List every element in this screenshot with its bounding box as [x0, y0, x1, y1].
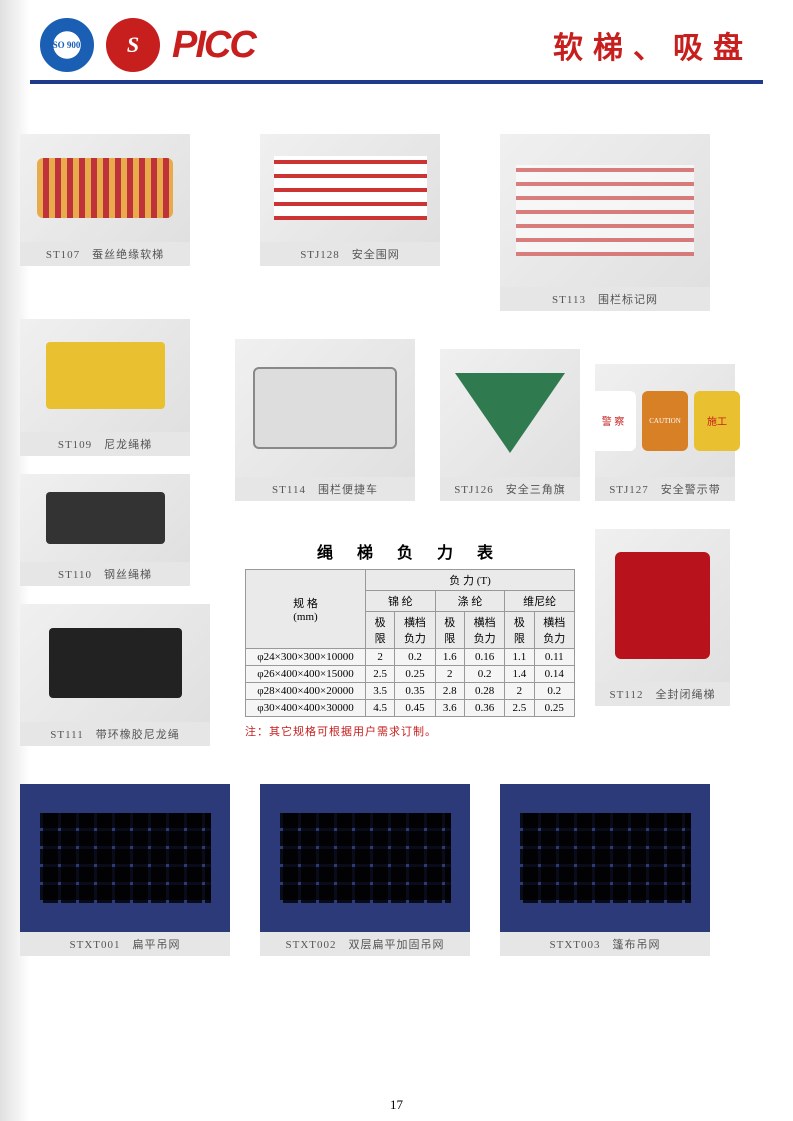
product-image: 警 察CAUTION施工 [595, 364, 735, 477]
picc-logo: PICC [172, 24, 255, 67]
td-spec: φ30×400×400×30000 [246, 700, 366, 717]
td-val: 0.16 [464, 649, 504, 666]
page-number: 17 [0, 1097, 793, 1113]
product-caption: ST114 围栏便捷车 [235, 477, 415, 501]
td-val: 4.5 [366, 700, 395, 717]
th-sub: 极 限 [366, 612, 395, 649]
td-val: 2 [366, 649, 395, 666]
product-image [595, 529, 730, 682]
product-caption: ST113 围栏标记网 [500, 287, 710, 311]
product-caption: ST111 带环橡胶尼龙绳 [20, 722, 210, 746]
product-st114: ST114 围栏便捷车 [235, 339, 415, 499]
table-title: 绳 梯 负 力 表 [245, 539, 575, 563]
th-sub: 极 限 [505, 612, 534, 649]
td-val: 0.2 [395, 649, 435, 666]
th-sub: 横档负力 [395, 612, 435, 649]
th-sub: 极 限 [435, 612, 464, 649]
product-caption: STXT002 双层扁平加固吊网 [260, 932, 470, 956]
td-val: 0.36 [464, 700, 504, 717]
td-val: 0.25 [534, 700, 574, 717]
header-rule [30, 80, 763, 84]
th-group: 锦 纶 [366, 591, 436, 612]
td-spec: φ26×400×400×15000 [246, 666, 366, 683]
product-st107: ST107 蚕丝绝缘软梯 [20, 134, 190, 264]
td-val: 3.6 [435, 700, 464, 717]
td-val: 2.5 [366, 666, 395, 683]
product-image [500, 134, 710, 287]
product-image [260, 134, 440, 242]
page-title: 软梯、吸盘 [553, 23, 753, 67]
product-st113: ST113 围栏标记网 [500, 134, 710, 309]
td-val: 0.35 [395, 683, 435, 700]
product-image [20, 784, 230, 932]
product-st110: ST110 钢丝绳梯 [20, 474, 190, 584]
td-val: 1.1 [505, 649, 534, 666]
product-caption: ST107 蚕丝绝缘软梯 [20, 242, 190, 266]
product-caption: ST110 钢丝绳梯 [20, 562, 190, 586]
product-caption: ST112 全封闭绳梯 [595, 682, 730, 706]
product-stj128: STJ128 安全围网 [260, 134, 440, 264]
product-st109: ST109 尼龙绳梯 [20, 319, 190, 454]
product-image [440, 349, 580, 477]
td-val: 0.14 [534, 666, 574, 683]
td-val: 0.2 [464, 666, 504, 683]
td-val: 2.5 [505, 700, 534, 717]
product-image [20, 134, 190, 242]
td-val: 3.5 [366, 683, 395, 700]
th-load: 负 力 (T) [366, 570, 575, 591]
td-val: 0.25 [395, 666, 435, 683]
product-image [235, 339, 415, 477]
product-image [500, 784, 710, 932]
product-image [260, 784, 470, 932]
china-top-brand-badge: S [106, 18, 160, 72]
product-caption: ST109 尼龙绳梯 [20, 432, 190, 456]
td-val: 0.28 [464, 683, 504, 700]
product-caption: STXT003 篷布吊网 [500, 932, 710, 956]
th-group: 涤 纶 [435, 591, 505, 612]
td-spec: φ24×300×300×10000 [246, 649, 366, 666]
td-val: 2.8 [435, 683, 464, 700]
product-st111: ST111 带环橡胶尼龙绳 [20, 604, 210, 744]
product-caption: STXT001 扁平吊网 [20, 932, 230, 956]
page-header: ISO 9001 S PICC 软梯、吸盘 [0, 0, 793, 80]
th-sub: 横档负力 [534, 612, 574, 649]
product-image [20, 319, 190, 432]
td-spec: φ28×400×400×20000 [246, 683, 366, 700]
product-stxt001: STXT001 扁平吊网 [20, 784, 230, 954]
td-val: 2 [505, 683, 534, 700]
product-caption: STJ127 安全警示带 [595, 477, 735, 501]
product-stj126: STJ126 安全三角旗 [440, 349, 580, 499]
table-note: 注：其它规格可根据用户需求订制。 [245, 723, 575, 739]
product-image [20, 604, 210, 722]
td-val: 2 [435, 666, 464, 683]
product-image [20, 474, 190, 562]
th-group: 维尼纶 [505, 591, 575, 612]
td-val: 0.45 [395, 700, 435, 717]
product-caption: STJ126 安全三角旗 [440, 477, 580, 501]
load-capacity-table: 规 格(mm)负 力 (T)锦 纶涤 纶维尼纶极 限横档负力极 限横档负力极 限… [245, 569, 575, 717]
th-spec: 规 格(mm) [246, 570, 366, 649]
product-stxt003: STXT003 篷布吊网 [500, 784, 710, 954]
td-val: 0.11 [534, 649, 574, 666]
product-stj127: 警 察CAUTION施工STJ127 安全警示带 [595, 364, 735, 499]
th-sub: 横档负力 [464, 612, 504, 649]
product-st112: ST112 全封闭绳梯 [595, 529, 730, 704]
load-table: 绳 梯 负 力 表规 格(mm)负 力 (T)锦 纶涤 纶维尼纶极 限横档负力极… [245, 539, 575, 739]
iso-9001-badge: ISO 9001 [40, 18, 94, 72]
td-val: 0.2 [534, 683, 574, 700]
logo-group: ISO 9001 S PICC [40, 18, 255, 72]
product-stxt002: STXT002 双层扁平加固吊网 [260, 784, 470, 954]
product-caption: STJ128 安全围网 [260, 242, 440, 266]
td-val: 1.4 [505, 666, 534, 683]
td-val: 1.6 [435, 649, 464, 666]
